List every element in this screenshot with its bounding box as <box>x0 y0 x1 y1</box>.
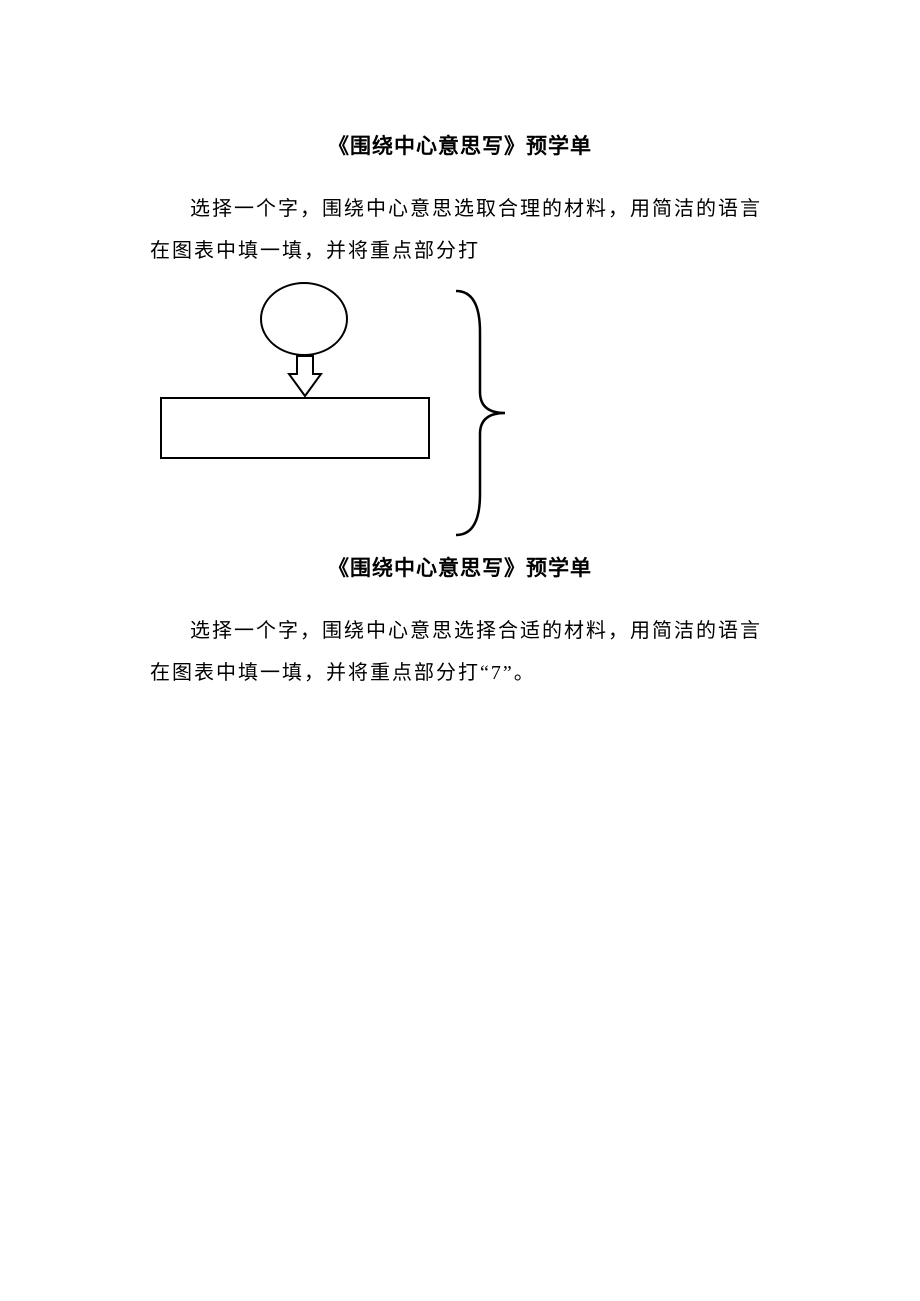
diagram-arrow-down <box>285 354 325 403</box>
diagram-rect-node <box>160 397 430 459</box>
flowchart-diagram <box>160 282 610 542</box>
diagram-brace <box>450 287 520 544</box>
section1-title: 《围绕中心意思写》预学单 <box>150 130 770 160</box>
arrow-down-icon <box>285 354 325 398</box>
document-page: 《围绕中心意思写》预学单 选择一个字，围绕中心意思选取合理的材料，用简洁的语言在… <box>0 0 920 694</box>
diagram-circle-node <box>260 282 348 356</box>
brace-icon <box>450 287 520 539</box>
section2-title: 《围绕中心意思写》预学单 <box>150 552 770 582</box>
section1-paragraph: 选择一个字，围绕中心意思选取合理的材料，用简洁的语言在图表中填一填，并将重点部分… <box>150 188 770 272</box>
section2-paragraph: 选择一个字，围绕中心意思选择合适的材料，用简洁的语言在图表中填一填，并将重点部分… <box>150 610 770 694</box>
